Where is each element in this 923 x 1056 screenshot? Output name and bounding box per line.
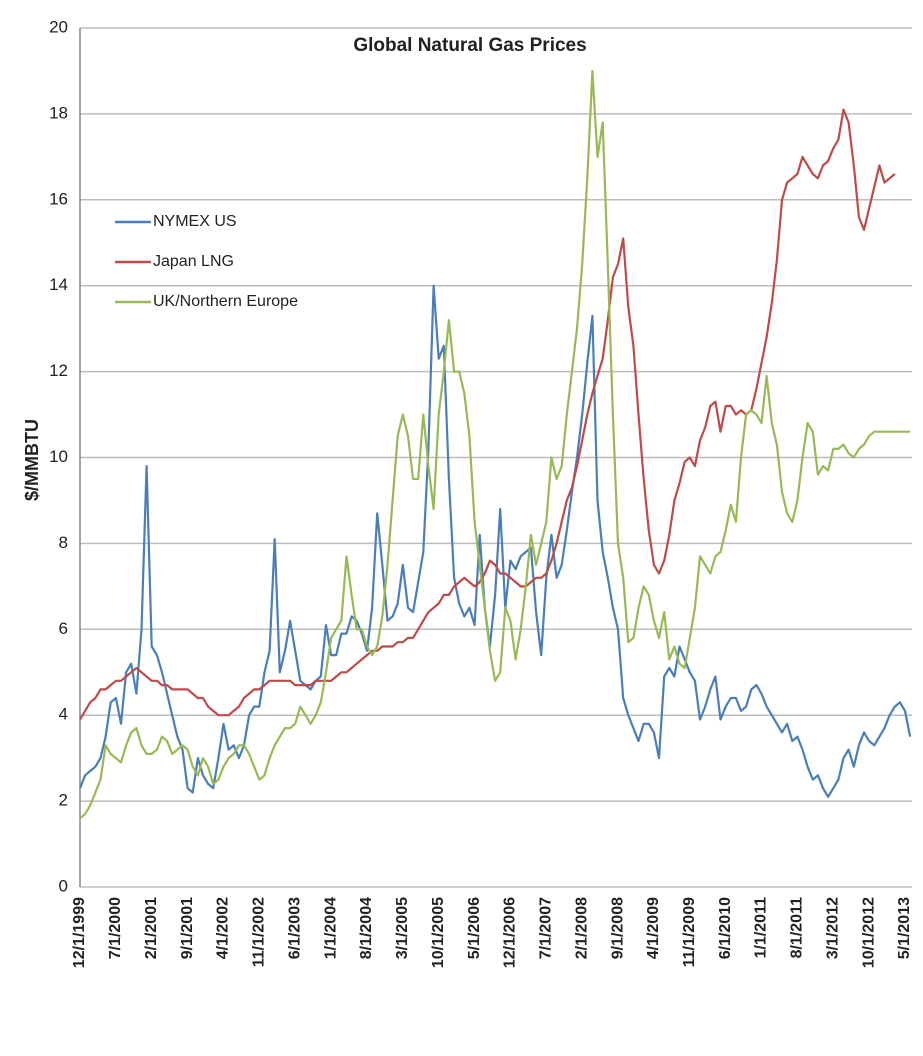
x-tick-label: 1/1/2011 [753, 897, 770, 959]
y-tick-label: 20 [49, 17, 68, 36]
legend-label: NYMEX US [153, 213, 237, 230]
y-tick-label: 0 [59, 876, 68, 895]
x-tick-label: 3/1/2012 [824, 897, 841, 959]
x-tick-label: 7/1/2007 [538, 897, 555, 959]
x-tick-label: 5/1/2006 [466, 897, 483, 959]
x-tick-label: 8/1/2004 [358, 897, 375, 959]
x-tick-label: 12/1/2006 [502, 897, 519, 968]
x-tick-label: 9/1/2008 [609, 897, 626, 959]
x-tick-label: 8/1/2011 [789, 897, 806, 959]
y-tick-label: 16 [49, 189, 68, 208]
chart-title: Global Natural Gas Prices [353, 35, 586, 56]
series-line [79, 108, 896, 721]
series-line [78, 284, 912, 798]
y-tick-label: 18 [49, 103, 68, 122]
y-tick-label: 8 [59, 533, 68, 552]
x-tick-label: 2/1/2008 [573, 897, 590, 959]
legend-label: UK/Northern Europe [153, 293, 298, 310]
y-tick-label: 10 [49, 447, 68, 466]
x-tick-label: 4/1/2002 [215, 897, 232, 959]
y-tick-label: 12 [49, 361, 68, 380]
x-tick-label: 7/1/2000 [107, 897, 124, 959]
x-tick-label: 6/1/2003 [286, 897, 303, 959]
y-tick-label: 6 [59, 619, 68, 638]
y-axis-label: $/MMBTU [22, 419, 42, 501]
y-tick-label: 2 [59, 791, 68, 810]
y-tick-label: 4 [59, 705, 68, 724]
x-tick-label: 11/1/2002 [251, 897, 268, 967]
x-tick-label: 2/1/2001 [143, 897, 160, 959]
x-tick-label: 12/1/1999 [71, 897, 88, 968]
x-tick-label: 1/1/2004 [322, 897, 339, 959]
x-tick-label: 3/1/2005 [394, 897, 411, 959]
x-tick-label: 4/1/2009 [645, 897, 662, 959]
y-tick-label: 14 [49, 275, 68, 294]
x-tick-label: 5/1/2013 [896, 897, 913, 959]
x-tick-label: 10/1/2005 [430, 897, 447, 968]
x-tick-label: 9/1/2001 [179, 897, 196, 959]
series-line [79, 69, 911, 820]
x-tick-label: 6/1/2010 [717, 897, 734, 959]
x-tick-label: 10/1/2012 [860, 897, 877, 968]
legend-label: Japan LNG [153, 253, 234, 270]
x-tick-label: 11/1/2009 [681, 897, 698, 967]
